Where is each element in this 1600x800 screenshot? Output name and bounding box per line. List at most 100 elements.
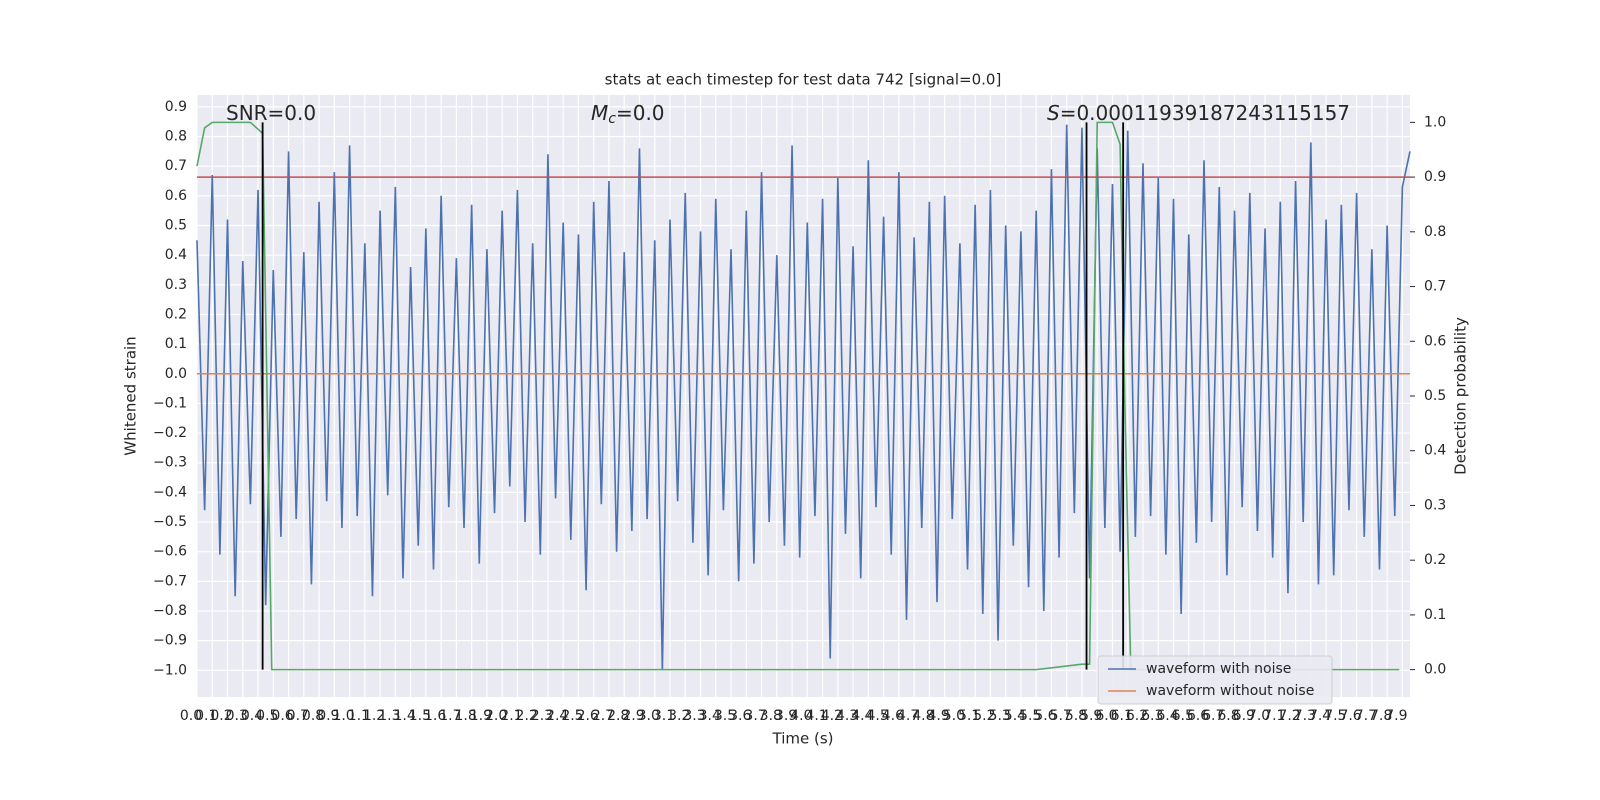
x-tick-label: 1.6 [424, 708, 446, 724]
x-tick-label: 4.0 [790, 708, 812, 724]
y-tick-label: −0.9 [153, 633, 187, 649]
x-tick-label: 3.6 [729, 708, 751, 724]
x-tick-label: 3.9 [775, 708, 797, 724]
x-tick-label: 3.7 [744, 708, 766, 724]
x-tick-label: 1.0 [332, 708, 354, 724]
x-tick-label: 6.5 [1172, 708, 1194, 724]
annotation-part: c [608, 111, 616, 127]
y2-tick-label: 0.8 [1424, 224, 1446, 240]
x-tick-label: 4.3 [836, 708, 858, 724]
y-tick-label: −0.1 [153, 395, 187, 411]
x-tick-label: 7.6 [1339, 708, 1361, 724]
y2-tick-label: 0.2 [1424, 552, 1446, 568]
x-tick-label: 5.9 [1080, 708, 1102, 724]
x-tick-label: 3.5 [714, 708, 736, 724]
x-tick-label: 2.0 [485, 708, 507, 724]
y2-tick-label: 0.0 [1424, 662, 1446, 678]
y2-tick-label: 0.6 [1424, 333, 1446, 349]
x-tick-label: 6.0 [1095, 708, 1117, 724]
x-tick-label: 6.6 [1187, 708, 1209, 724]
x-tick-label: 2.9 [622, 708, 644, 724]
x-tick-label: 3.1 [653, 708, 675, 724]
annotation: SNR=0.0 [226, 101, 316, 125]
x-tick-label: 2.2 [516, 708, 538, 724]
x-tick-label: 7.1 [1263, 708, 1285, 724]
x-tick-label: 5.0 [943, 708, 965, 724]
x-tick-label: 2.4 [546, 708, 568, 724]
y2-axis-label: Detection probability [1452, 317, 1470, 475]
y-tick-label: 0.1 [165, 336, 187, 352]
y2-tick-label: 0.9 [1424, 169, 1446, 185]
x-tick-label: 2.6 [577, 708, 599, 724]
y-tick-label: 0.7 [165, 158, 187, 174]
x-tick-label: 6.7 [1202, 708, 1224, 724]
y-tick-label: −0.7 [153, 573, 187, 589]
x-tick-label: 5.7 [1050, 708, 1072, 724]
y-tick-label: 0.6 [165, 188, 187, 204]
x-axis-label: Time (s) [772, 730, 834, 748]
x-tick-label: 6.9 [1233, 708, 1255, 724]
y-tick-label: 0.0 [165, 366, 187, 382]
x-tick-label: 2.3 [531, 708, 553, 724]
legend-box [1097, 655, 1333, 705]
y-tick-label: −1.0 [153, 662, 187, 678]
x-tick-label: 2.8 [607, 708, 629, 724]
x-tick-label: 5.3 [989, 708, 1011, 724]
x-tick-label: 5.5 [1019, 708, 1041, 724]
x-tick-label: 5.1 [958, 708, 980, 724]
x-tick-label: 0.1 [195, 708, 217, 724]
annotation-part: SNR=0.0 [226, 101, 316, 125]
x-tick-label: 7.4 [1309, 708, 1331, 724]
x-tick-label: 0.2 [210, 708, 232, 724]
x-tick-label: 6.1 [1111, 708, 1133, 724]
x-tick-label: 5.8 [1065, 708, 1087, 724]
x-tick-label: 6.4 [1156, 708, 1178, 724]
y2-tick-label: 0.7 [1424, 279, 1446, 295]
x-tick-label: 7.7 [1355, 708, 1377, 724]
x-tick-label: 6.3 [1141, 708, 1163, 724]
y2-tick-label: 1.0 [1424, 114, 1446, 130]
annotation-part: S [1047, 101, 1060, 125]
x-tick-label: 7.9 [1385, 708, 1407, 724]
x-tick-label: 2.5 [561, 708, 583, 724]
chart-title: stats at each timestep for test data 742… [605, 71, 1002, 89]
x-tick-label: 1.8 [455, 708, 477, 724]
x-tick-label: 4.4 [851, 708, 873, 724]
x-tick-label: 5.4 [1004, 708, 1026, 724]
y-tick-label: −0.8 [153, 603, 187, 619]
legend-label: waveform without noise [1146, 683, 1314, 699]
annotation-part: =0.00011939187243115157 [1060, 101, 1350, 125]
x-tick-label: 5.2 [973, 708, 995, 724]
x-tick-label: 4.6 [882, 708, 904, 724]
x-tick-label: 3.3 [683, 708, 705, 724]
y-tick-label: −0.6 [153, 544, 187, 560]
y-tick-label: 0.2 [165, 306, 187, 322]
x-tick-label: 1.2 [363, 708, 385, 724]
x-tick-label: 0.7 [287, 708, 309, 724]
y-axis-label: Whitened strain [122, 336, 140, 455]
x-tick-label: 0.8 [302, 708, 324, 724]
y-tick-label: −0.2 [153, 425, 187, 441]
x-tick-label: 3.0 [638, 708, 660, 724]
x-tick-label: 0.5 [256, 708, 278, 724]
x-tick-label: 7.0 [1248, 708, 1270, 724]
x-tick-label: 0.4 [241, 708, 263, 724]
series-line [196, 124, 1411, 671]
x-tick-label: 1.5 [409, 708, 431, 724]
y2-tick-label: 0.3 [1424, 497, 1446, 513]
x-tick-label: 7.5 [1324, 708, 1346, 724]
x-tick-label: 0.0 [180, 708, 202, 724]
x-tick-label: 7.8 [1370, 708, 1392, 724]
y2-tick-label: 0.4 [1424, 443, 1446, 459]
x-tick-label: 7.2 [1278, 708, 1300, 724]
x-tick-label: 4.1 [805, 708, 827, 724]
y-tick-label: 0.9 [165, 99, 187, 115]
x-tick-label: 4.8 [912, 708, 934, 724]
x-tick-label: 1.3 [378, 708, 400, 724]
annotation: S=0.00011939187243115157 [1047, 101, 1350, 125]
y-tick-label: −0.5 [153, 514, 187, 530]
annotation: Mc=0.0 [591, 101, 665, 128]
legend-label: waveform with noise [1146, 661, 1291, 677]
annotation-part: M [591, 101, 608, 125]
